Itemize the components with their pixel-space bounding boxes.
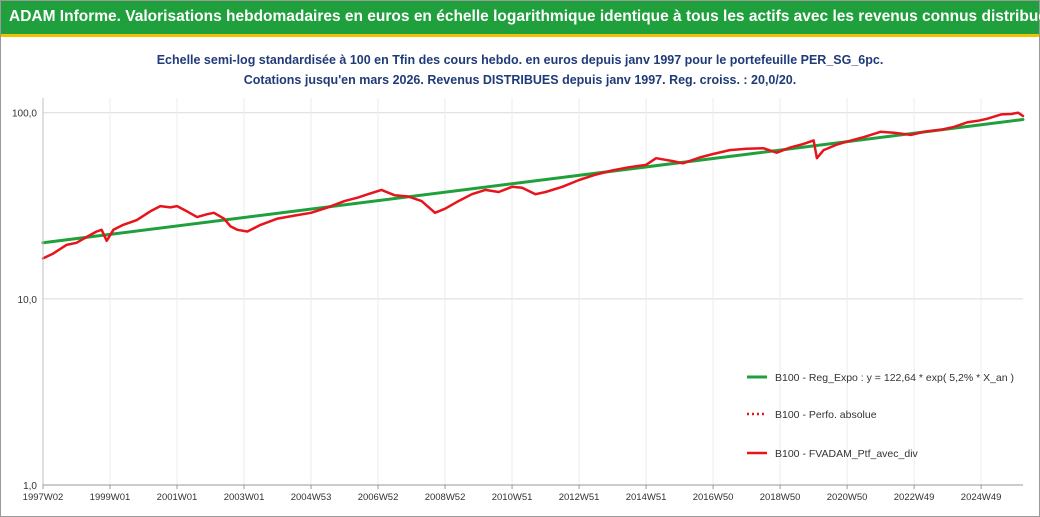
legend-label-0: B100 - Reg_Expo : y = 122,64 * exp( 5,2%… xyxy=(775,372,1014,384)
x-tick-label: 2016W50 xyxy=(693,492,734,503)
x-tick-label: 2020W50 xyxy=(827,492,868,503)
x-tick-label: 2018W50 xyxy=(760,492,801,503)
header-bar: ADAM Informe. Valorisations hebdomadaire… xyxy=(1,1,1040,37)
x-tick-label: 2001W01 xyxy=(157,492,198,503)
y-tick-label: 10,0 xyxy=(18,295,38,306)
x-tick-label: 2024W49 xyxy=(961,492,1002,503)
chart-subtitle-line-1: Echelle semi-log standardisée à 100 en T… xyxy=(156,53,884,67)
x-tick-label: 1999W01 xyxy=(90,492,131,503)
page-title: ADAM Informe. Valorisations hebdomadaire… xyxy=(9,8,1040,25)
series-line-2 xyxy=(41,111,1025,260)
legend-label-1: B100 - Perfo. absolue xyxy=(775,409,877,421)
x-tick-label: 2014W51 xyxy=(626,492,667,503)
y-tick-label: 1,0 xyxy=(23,481,37,492)
series-line-0 xyxy=(41,118,1025,245)
y-tick-label: 100,0 xyxy=(12,109,37,120)
chart-subtitle-line-2: Cotations jusqu'en mars 2026. Revenus DI… xyxy=(243,73,797,87)
x-tick-label: 2006W52 xyxy=(358,492,399,503)
x-tick-label: 2010W51 xyxy=(492,492,533,503)
x-tick-label: 2022W49 xyxy=(894,492,935,503)
x-tick-label: 2008W52 xyxy=(425,492,466,503)
x-tick-label: 2004W53 xyxy=(291,492,332,503)
legend-label-2: B100 - FVADAM_Ptf_avec_div xyxy=(775,448,919,460)
x-tick-label: 2003W01 xyxy=(224,492,265,503)
x-tick-label: 2012W51 xyxy=(559,492,600,503)
x-tick-label: 1997W02 xyxy=(23,492,64,503)
